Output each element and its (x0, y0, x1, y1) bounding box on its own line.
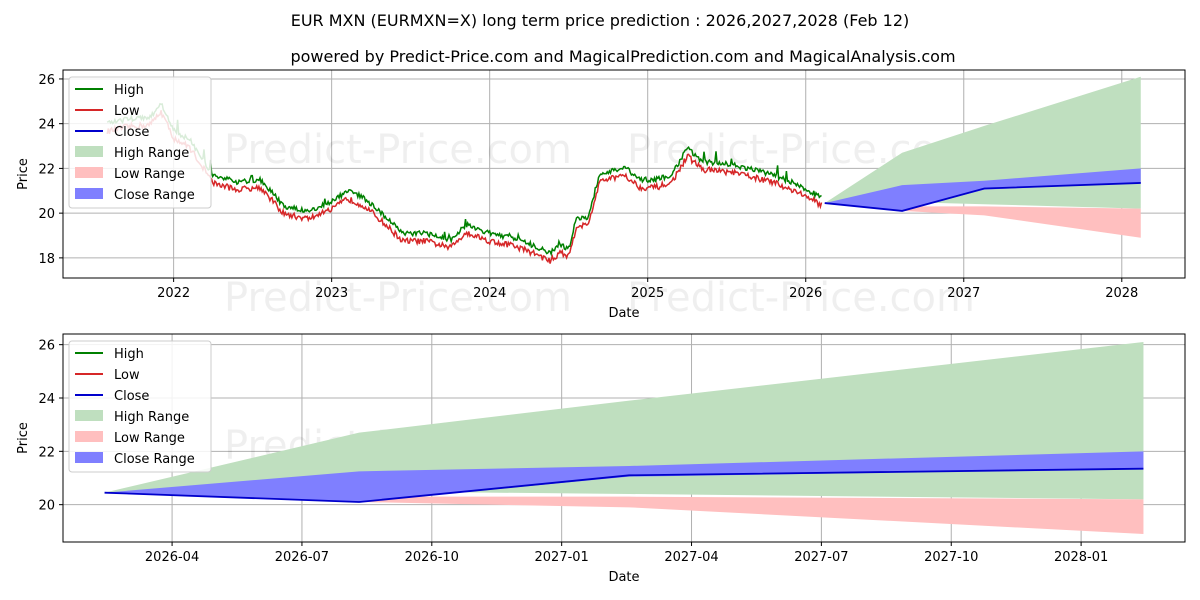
y-tick-label: 24 (38, 118, 55, 133)
legend-close-range-swatch (75, 452, 103, 463)
close-prediction-line (824, 182, 1141, 212)
x-tick-label: 2028 (1105, 286, 1138, 301)
x-axis-label: Date (608, 306, 639, 321)
low-series-line (106, 110, 823, 264)
legend: High Low Close High Range Low Range Close Ran… (68, 76, 212, 209)
watermark-text: Predict-Price.com (224, 127, 572, 173)
y-tick-label: 26 (38, 339, 55, 354)
legend-close-range-swatch (75, 188, 103, 199)
high-series-line (106, 102, 822, 257)
legend-high-range-swatch (75, 410, 103, 421)
legend-close-label: Close (114, 125, 149, 140)
watermark-text: Predict-Price.com (224, 275, 572, 321)
watermark-text: Predict-Price.com (627, 275, 975, 321)
y-tick-label: 24 (38, 392, 55, 407)
y-tick-label: 20 (38, 499, 55, 514)
x-tick-label: 2023 (315, 286, 348, 301)
axes-frame (62, 69, 1186, 279)
y-axis-label: Price (16, 422, 31, 454)
x-tick-label: 2027-01 (535, 550, 589, 565)
x-tick-label: 2027-07 (794, 550, 848, 565)
x-axis-label: Date (608, 570, 639, 585)
legend-close-label: Close (114, 389, 149, 404)
legend-high-range-swatch (75, 146, 103, 157)
y-tick-label: 22 (38, 162, 55, 177)
top-chart-panel: Predict-Price.com Predict-Price.com Predic… (16, 69, 1186, 321)
x-tick-label: 2025 (631, 286, 664, 301)
legend-low-label: Low (114, 368, 140, 383)
x-tick-label: 2026-04 (145, 550, 199, 565)
legend-low-label: Low (114, 104, 140, 119)
legend-low-range-swatch (75, 431, 103, 442)
y-tick-label: 22 (38, 445, 55, 460)
legend-high-label: High (114, 347, 144, 362)
chart-title: EUR MXN (EURMXN=X) long term price predi… (291, 11, 910, 30)
x-tick-label: 2026 (789, 286, 822, 301)
x-tick-label: 2027-04 (664, 550, 718, 565)
plot-area (106, 76, 1141, 264)
bottom-chart-panel: Predict-Price.comPredict-Price.com2026-0… (16, 333, 1186, 585)
legend: High Low Close High Range Low Range Close Ran… (68, 340, 212, 473)
low-range-band (104, 492, 1144, 534)
chart-subtitle: powered by Predict-Price.com and Magical… (290, 47, 955, 66)
x-tick-label: 2026-10 (405, 550, 459, 565)
x-tick-label: 2024 (473, 286, 506, 301)
legend-high-range-label: High Range (114, 410, 189, 425)
close-prediction-line (104, 467, 1144, 503)
x-tick-label: 2028-01 (1054, 550, 1108, 565)
legend-box (68, 76, 212, 209)
legend-close-range-label: Close Range (114, 188, 195, 203)
low-range-band (824, 203, 1141, 238)
legend-box (68, 340, 212, 473)
x-tick-label: 2026-07 (275, 550, 329, 565)
legend-low-range-swatch (75, 167, 103, 178)
y-tick-label: 20 (38, 207, 55, 222)
y-tick-label: 18 (38, 252, 55, 267)
x-tick-label: 2027-10 (924, 550, 978, 565)
legend-low-range-label: Low Range (114, 431, 185, 446)
legend-close-range-label: Close Range (114, 452, 195, 467)
legend-high-label: High (114, 83, 144, 98)
legend-low-range-label: Low Range (114, 167, 185, 182)
y-axis-label: Price (16, 158, 31, 190)
y-tick-label: 26 (38, 73, 55, 88)
x-tick-label: 2022 (157, 286, 190, 301)
legend-high-range-label: High Range (114, 146, 189, 161)
x-tick-label: 2027 (947, 286, 980, 301)
axes-frame (62, 333, 1186, 543)
plot-area (104, 342, 1144, 534)
